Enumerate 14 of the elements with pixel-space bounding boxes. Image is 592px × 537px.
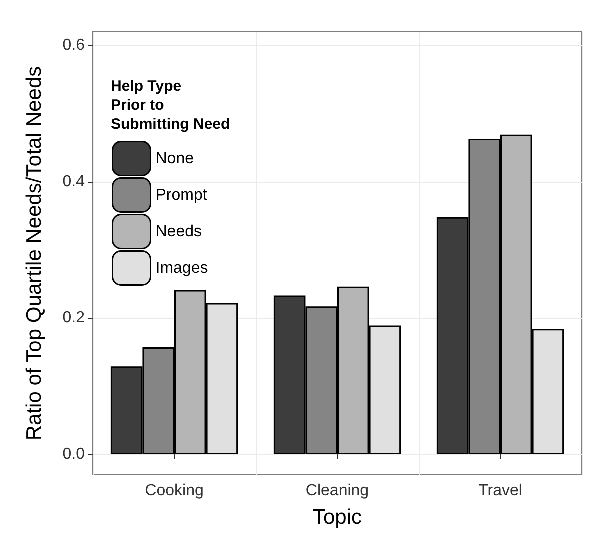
y-tick-label: 0.2 <box>62 310 86 327</box>
legend-label: Images <box>156 260 208 277</box>
y-tick-label: 0.4 <box>62 173 86 190</box>
x-tick-label: Cleaning <box>306 482 370 500</box>
y-axis-title: Ratio of Top Quartile Needs/Total Needs <box>23 66 46 441</box>
legend-label: Prompt <box>156 186 208 204</box>
x-tick-label: Cooking <box>145 482 204 500</box>
x-axis-title: Topic <box>312 506 362 529</box>
y-tick-label: 0.0 <box>62 446 86 464</box>
x-tick-label: Travel <box>478 482 522 500</box>
legend-title: Help Type Prior to Submitting Need <box>111 78 230 133</box>
legend-label: None <box>156 150 194 168</box>
y-tick-label: 0.6 <box>62 37 86 54</box>
legend-label: Needs <box>156 223 202 240</box>
